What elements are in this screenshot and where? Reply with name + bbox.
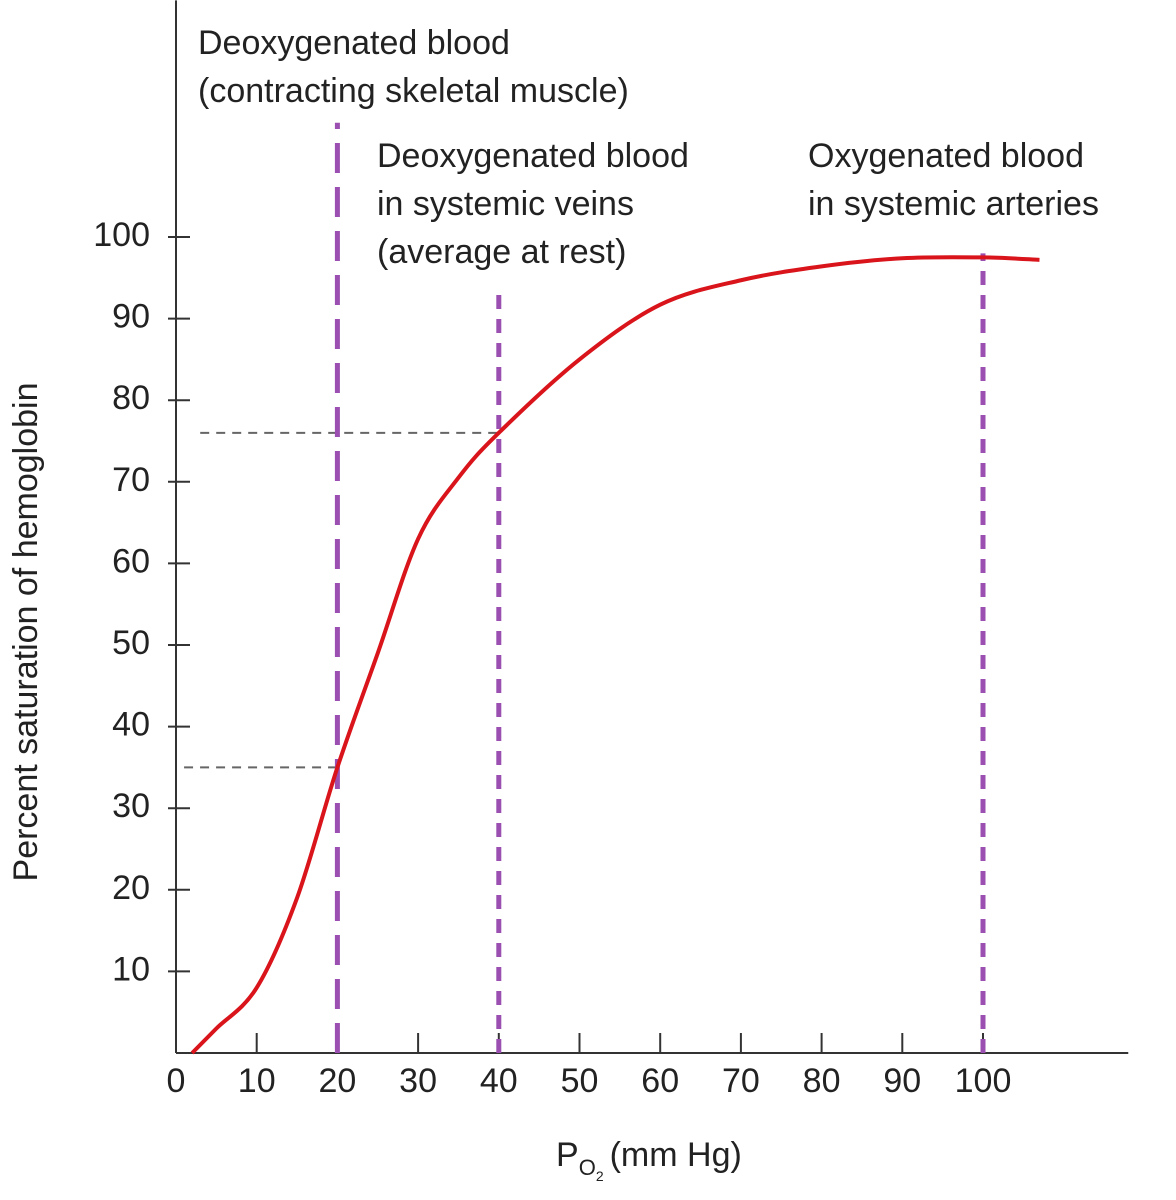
x-tick-label: 50 — [561, 1062, 599, 1100]
y-tick-label: 30 — [112, 787, 150, 825]
annotation: in systemic arteries — [808, 185, 1099, 223]
x-tick-label: 0 — [167, 1062, 186, 1100]
x-tick-label: 80 — [803, 1062, 841, 1100]
x-label-base: P — [556, 1136, 579, 1174]
x-label-subsub: 2 — [596, 1168, 604, 1184]
annotation: Deoxygenated blood — [198, 24, 510, 62]
y-tick-label: 20 — [112, 869, 150, 907]
annotation: Deoxygenated blood — [377, 137, 689, 175]
curve — [190, 255, 1040, 1055]
x-axis-label: PO2 (mm Hg) — [556, 1136, 742, 1184]
x-tick-label: 10 — [238, 1062, 276, 1100]
y-tick-label: 70 — [112, 461, 150, 499]
y-tick-label: 10 — [112, 950, 150, 988]
annotation: (average at rest) — [377, 233, 626, 271]
x-tick-label: 20 — [318, 1062, 356, 1100]
y-tick-label: 60 — [112, 542, 150, 580]
annotation: (contracting skeletal muscle) — [198, 72, 629, 110]
x-label-sub: O — [579, 1155, 596, 1180]
x-tick-label: 60 — [641, 1062, 679, 1100]
y-tick-label: 100 — [93, 216, 150, 254]
y-tick-label: 40 — [112, 706, 150, 744]
x-tick-label: 30 — [399, 1062, 437, 1100]
annotation: Oxygenated blood — [808, 137, 1084, 175]
x-tick-label: 100 — [955, 1062, 1012, 1100]
x-tick-label: 40 — [480, 1062, 518, 1100]
y-tick-label: 80 — [112, 379, 150, 417]
x-label-unit: (mm Hg) — [610, 1136, 742, 1174]
y-tick-label: 90 — [112, 298, 150, 336]
y-tick-label: 50 — [112, 624, 150, 662]
y-axis-label: Percent saturation of hemoglobin — [7, 383, 45, 882]
x-tick-label: 90 — [883, 1062, 921, 1100]
annotation: in systemic veins — [377, 185, 634, 223]
x-tick-label: 70 — [722, 1062, 760, 1100]
